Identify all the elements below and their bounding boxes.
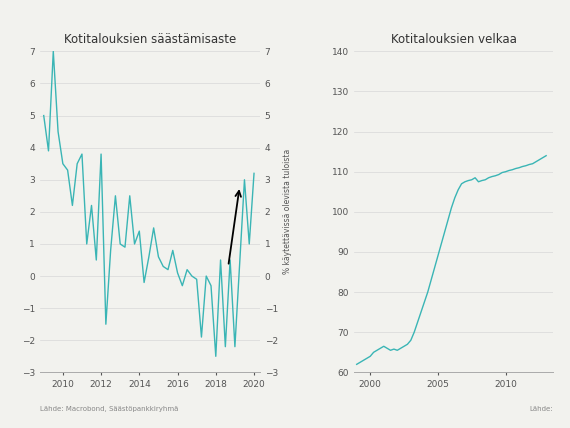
Title: Kotitalouksien säästämisaste: Kotitalouksien säästämisaste: [64, 33, 236, 46]
Y-axis label: % käytettävissä olevista tuloista: % käytettävissä olevista tuloista: [283, 149, 292, 274]
Text: Lähde:: Lähde:: [530, 406, 553, 412]
Text: Lähde: Macrobond, Säästöpankkiryhmä: Lähde: Macrobond, Säästöpankkiryhmä: [40, 406, 178, 412]
Title: Kotitalouksien velkaa: Kotitalouksien velkaa: [390, 33, 516, 46]
